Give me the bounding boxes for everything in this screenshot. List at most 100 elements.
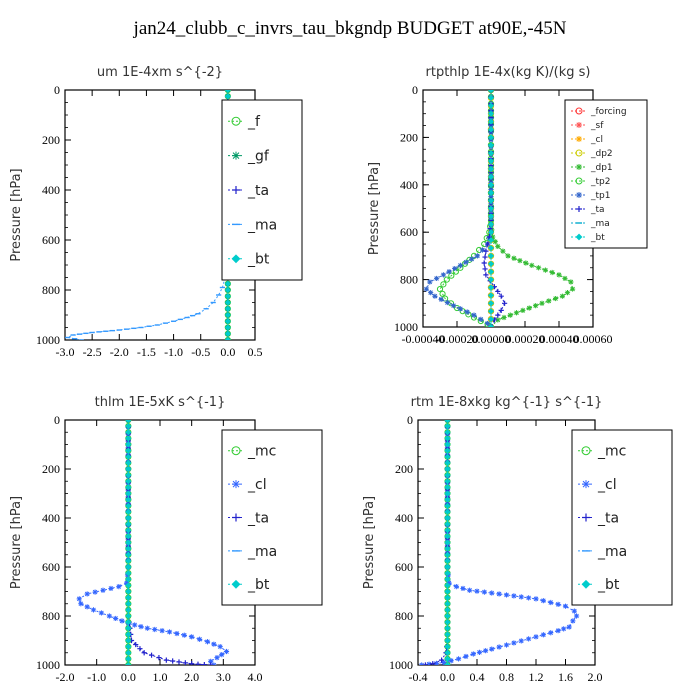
legend-marker <box>576 164 582 170</box>
legend-label: _bt <box>247 577 270 593</box>
data-point <box>125 600 132 607</box>
data-point <box>487 323 495 327</box>
legend-label: _ma <box>247 217 277 233</box>
legend-marker <box>575 107 583 115</box>
data-point <box>507 312 513 318</box>
data-point <box>469 256 475 262</box>
data-point <box>533 634 539 640</box>
series-line <box>425 420 448 665</box>
data-point <box>201 661 207 665</box>
data-point <box>132 622 138 628</box>
data-point <box>536 265 542 271</box>
data-point <box>125 643 132 650</box>
data-point <box>125 594 132 601</box>
y-tick-label: 400 <box>42 511 60 525</box>
data-point <box>487 244 495 252</box>
data-point <box>92 589 98 595</box>
data-point <box>444 496 451 503</box>
data-point <box>208 662 214 665</box>
x-tick-label: 0.00000 <box>472 332 511 346</box>
data-point <box>125 521 132 528</box>
data-point <box>224 330 231 337</box>
data-point <box>511 640 517 646</box>
data-point <box>470 651 476 657</box>
data-point <box>500 248 506 254</box>
data-point <box>517 258 523 264</box>
x-tick-label: 2.0 <box>184 670 199 684</box>
data-point <box>163 657 169 663</box>
data-point <box>476 649 483 655</box>
data-point <box>125 588 132 595</box>
x-tick-label: -1.0 <box>87 670 106 684</box>
series-cl <box>76 420 230 665</box>
data-point <box>444 447 451 454</box>
data-point <box>452 265 458 272</box>
data-point <box>176 659 182 665</box>
data-point <box>133 641 139 648</box>
x-tick-label: 3.0 <box>216 670 231 684</box>
data-point <box>224 280 231 287</box>
legend-label: _bt <box>597 577 620 593</box>
data-point <box>542 267 548 273</box>
x-tick-label: -0.5 <box>191 345 210 359</box>
data-point <box>481 260 487 266</box>
data-point <box>166 629 173 635</box>
x-tick-label: 0.0 <box>220 345 235 359</box>
series-ta <box>481 90 508 327</box>
data-point <box>502 300 508 306</box>
legend: _mc _cl _ta _ma _bt <box>221 429 323 606</box>
y-tick-label: 600 <box>395 560 413 574</box>
data-point <box>448 658 454 664</box>
legend-item: _mc <box>578 444 626 460</box>
legend-label: _forcing <box>590 107 627 117</box>
data-point <box>125 606 132 613</box>
data-point <box>444 631 451 638</box>
data-point <box>224 324 231 331</box>
data-point <box>503 592 510 598</box>
legend-label: _cl <box>247 477 267 493</box>
data-point <box>125 619 132 626</box>
data-point <box>487 102 495 109</box>
data-point <box>570 618 576 624</box>
series-line <box>66 90 229 340</box>
data-point <box>137 646 143 652</box>
data-point <box>553 295 559 302</box>
data-point <box>487 284 495 291</box>
y-tick-label: 600 <box>42 233 60 247</box>
legend-item: _ma <box>578 544 627 560</box>
data-point <box>125 490 132 497</box>
legend-label: _mc <box>597 444 626 460</box>
series-line <box>421 420 578 665</box>
data-point <box>487 252 495 259</box>
data-point <box>223 648 230 655</box>
data-point <box>555 628 561 634</box>
data-point <box>446 580 452 586</box>
legend-item: _ta <box>228 510 269 526</box>
legend-label: _ta <box>247 510 269 526</box>
data-point <box>444 582 451 589</box>
data-point <box>152 626 158 633</box>
legend-marker <box>575 149 583 157</box>
data-point <box>485 241 491 247</box>
data-point <box>490 234 496 240</box>
data-point <box>444 563 451 571</box>
legend-marker <box>576 206 582 212</box>
data-point <box>444 539 451 546</box>
y-axis-label: Pressure [hPa] <box>367 162 382 255</box>
data-point <box>474 253 480 259</box>
data-point <box>208 658 214 664</box>
data-point <box>487 221 495 228</box>
data-point <box>224 305 231 312</box>
data-point <box>444 420 451 424</box>
data-point <box>495 288 501 295</box>
data-point <box>434 275 440 282</box>
data-point <box>439 657 445 663</box>
data-point <box>125 527 132 534</box>
legend-item: _gf <box>228 149 270 165</box>
data-point <box>156 655 162 661</box>
chart-title: rtpthlp 1E-4x(kg K)/(kg s) <box>426 65 591 80</box>
data-point <box>483 648 489 654</box>
data-point <box>548 599 554 606</box>
data-point <box>444 570 451 577</box>
data-point <box>444 588 451 595</box>
